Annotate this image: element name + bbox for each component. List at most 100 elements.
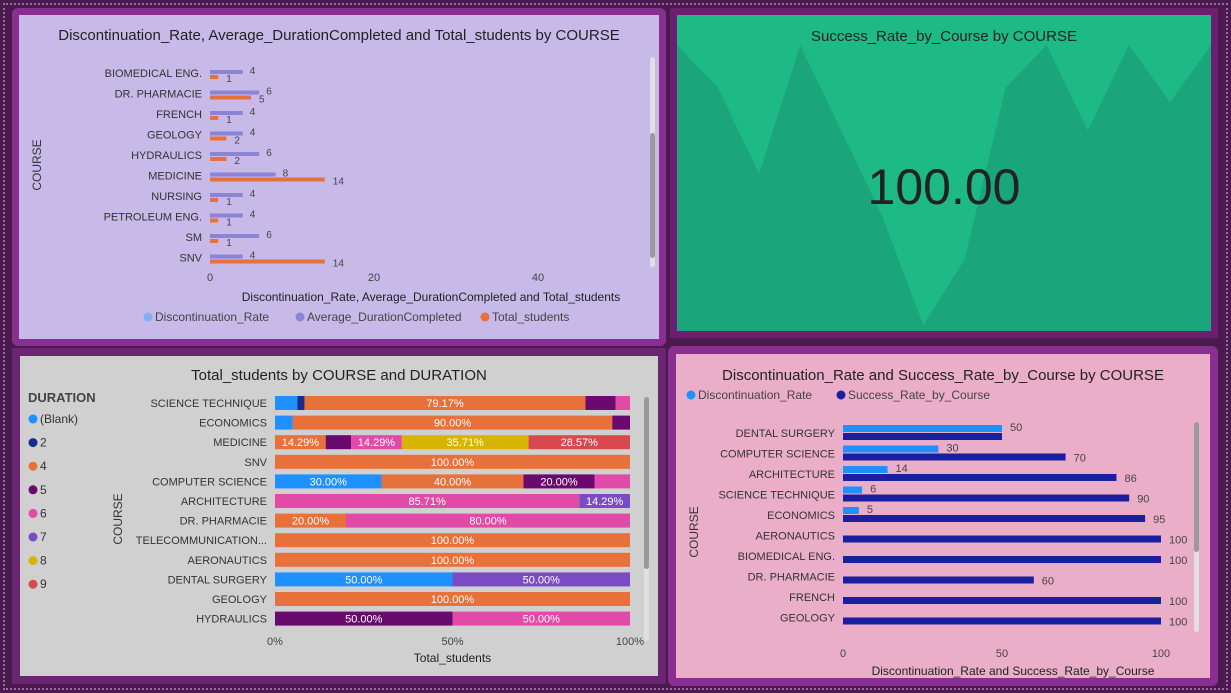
panel2-title: Success_Rate_by_Course by COURSE — [811, 28, 1077, 45]
bar-avg-duration-petroleum-eng — [210, 213, 243, 218]
segment-medicine-duration-4 — [275, 435, 326, 450]
legend-marker-discontinuation-rate — [686, 390, 696, 400]
panel3-chart[interactable]: DURATION (Blank) 2 4 5 6 7 8 9 COURSE SCIENCE TECH… — [20, 356, 658, 676]
category-label-medicine: MEDICINE — [148, 171, 202, 183]
bar-success-rate-dental-surgery — [843, 433, 1002, 440]
segment-label: 50.00% — [523, 614, 561, 626]
label-avg-duration: 4 — [250, 66, 256, 77]
segment-telecommunication-duration-4 — [275, 533, 630, 548]
segment-label: 90.00% — [434, 418, 472, 430]
legend-label-duration-2: 2 — [40, 436, 47, 450]
segment-label: 100.00% — [431, 457, 475, 469]
label-success-rate: 60 — [1042, 576, 1054, 588]
label-total-students: 1 — [226, 115, 232, 126]
legend-label-average-durationcompleted: Average_DurationCompleted — [307, 310, 462, 324]
segment-medicine-duration-9 — [528, 435, 630, 450]
segment-science-technique-duration-6 — [615, 396, 630, 410]
panel1-scroll-thumb[interactable] — [650, 133, 655, 258]
bar-success-rate-french — [843, 597, 1161, 604]
category-label-economics: ECONOMICS — [767, 510, 835, 522]
success-rate-area — [677, 45, 1211, 331]
label-avg-duration: 4 — [250, 128, 256, 139]
category-label-biomedical-eng: BIOMEDICAL ENG. — [105, 68, 202, 80]
panel-course-metrics[interactable]: Discontinuation_Rate, Average_DurationCo… — [12, 8, 666, 346]
bar-success-rate-biomedical-eng — [843, 556, 1161, 563]
legend-label-discontinuation-rate: Discontinuation_Rate — [698, 388, 812, 402]
label-avg-duration: 4 — [250, 251, 256, 262]
category-label-architecture: ARCHITECTURE — [749, 469, 835, 481]
segment-science-technique-duration-blank — [275, 396, 298, 410]
label-total-students: 5 — [259, 95, 265, 106]
segment-economics-duration-5 — [612, 415, 630, 430]
segment-label: 100.00% — [431, 594, 475, 606]
bar-avg-duration-biomedical-eng — [210, 70, 243, 74]
legend-label-duration-7: 7 — [40, 530, 47, 544]
bar-total-students-dr-pharmacie — [210, 95, 251, 100]
panel-discontinuation-success[interactable]: Discontinuation_Rate and Success_Rate_by… — [668, 346, 1218, 686]
panel1-title: Discontinuation_Rate, Average_DurationCo… — [58, 27, 620, 44]
panel-success-rate-card[interactable]: Success_Rate_by_Course by COURSE 100.00 — [670, 8, 1218, 338]
label-total-students: 14 — [333, 259, 345, 270]
x-tick-label: 0% — [267, 636, 283, 648]
legend-marker-duration-9 — [28, 579, 38, 589]
bar-success-rate-aeronautics — [843, 535, 1161, 543]
bar-success-rate-science-technique — [843, 494, 1130, 502]
segment-hydraulics-duration-5 — [275, 611, 453, 626]
label-total-students: 2 — [234, 156, 240, 167]
segment-label: 40.00% — [434, 476, 472, 488]
category-label-french: FRENCH — [156, 109, 202, 121]
legend-marker-average-durationcompleted — [295, 312, 305, 322]
bar-avg-duration-medicine — [210, 172, 276, 177]
label-total-students: 1 — [226, 74, 232, 85]
legend-label-total-students: Total_students — [492, 310, 569, 324]
label-avg-duration: 4 — [250, 189, 256, 200]
category-label-snv: SNV — [179, 253, 202, 265]
bar-discontinuation-computer-science — [843, 445, 939, 453]
label-success-rate: 86 — [1124, 473, 1136, 485]
segment-label: 80.00% — [469, 516, 507, 528]
bar-avg-duration-dr-pharmacie — [210, 90, 260, 95]
x-tick-label: 50% — [441, 636, 463, 648]
category-label-science-technique: SCIENCE TECHNIQUE — [718, 490, 835, 502]
segment-label: 100.00% — [431, 555, 475, 567]
legend-label-duration-9: 9 — [40, 577, 47, 591]
bar-success-rate-economics — [843, 515, 1146, 522]
bar-total-students-geology — [210, 136, 227, 141]
category-label-telecommunication: TELECOMMUNICATION... — [136, 535, 267, 547]
panel-students-by-duration[interactable]: Total_students by COURSE and DURATION DU… — [12, 348, 666, 684]
legend-marker-duration-8 — [28, 556, 38, 566]
legend-marker-duration-6 — [28, 508, 38, 518]
category-label-dr-pharmacie: DR. PHARMACIE — [180, 516, 267, 528]
legend-label-duration-5: 5 — [40, 483, 47, 497]
label-total-students: 1 — [226, 238, 232, 249]
y-axis-label: COURSE — [111, 493, 125, 544]
segment-hydraulics-duration-6 — [452, 611, 630, 626]
category-label-snv: SNV — [244, 457, 267, 469]
label-total-students: 2 — [234, 136, 240, 147]
label-total-students: 1 — [226, 197, 232, 208]
bar-total-students-sm — [210, 239, 219, 243]
label-avg-duration: 8 — [283, 169, 289, 180]
legend-label-discontinuation-rate: Discontinuation_Rate — [155, 310, 269, 324]
category-label-dr-pharmacie: DR. PHARMACIE — [115, 89, 202, 101]
segment-economics-duration-blank — [275, 415, 293, 430]
bar-avg-duration-hydraulics — [210, 152, 260, 156]
bar-discontinuation-dental-surgery — [843, 425, 1002, 432]
panel2-chart — [677, 45, 1211, 331]
bar-success-rate-architecture — [843, 474, 1117, 481]
x-axis-label: Discontinuation_Rate, Average_DurationCo… — [242, 290, 620, 304]
segment-label: 50.00% — [523, 574, 561, 586]
legend-label-duration-6: 6 — [40, 506, 47, 520]
panel3-title: Total_students by COURSE and DURATION — [191, 367, 487, 384]
category-label-architecture: ARCHITECTURE — [181, 496, 267, 508]
label-discontinuation: 6 — [870, 484, 876, 496]
legend-marker-duration-2 — [28, 438, 38, 448]
segment-economics-duration-4 — [292, 415, 613, 430]
category-label-dental-surgery: DENTAL SURGERY — [168, 574, 268, 586]
panel4-chart[interactable]: Discontinuation_Rate Success_Rate_by_Cour… — [676, 354, 1210, 678]
panel4-scroll-thumb[interactable] — [1194, 422, 1199, 552]
x-tick-label: 0 — [207, 272, 213, 284]
x-tick-label: 20 — [368, 272, 380, 284]
panel3-scroll-thumb[interactable] — [644, 397, 649, 569]
